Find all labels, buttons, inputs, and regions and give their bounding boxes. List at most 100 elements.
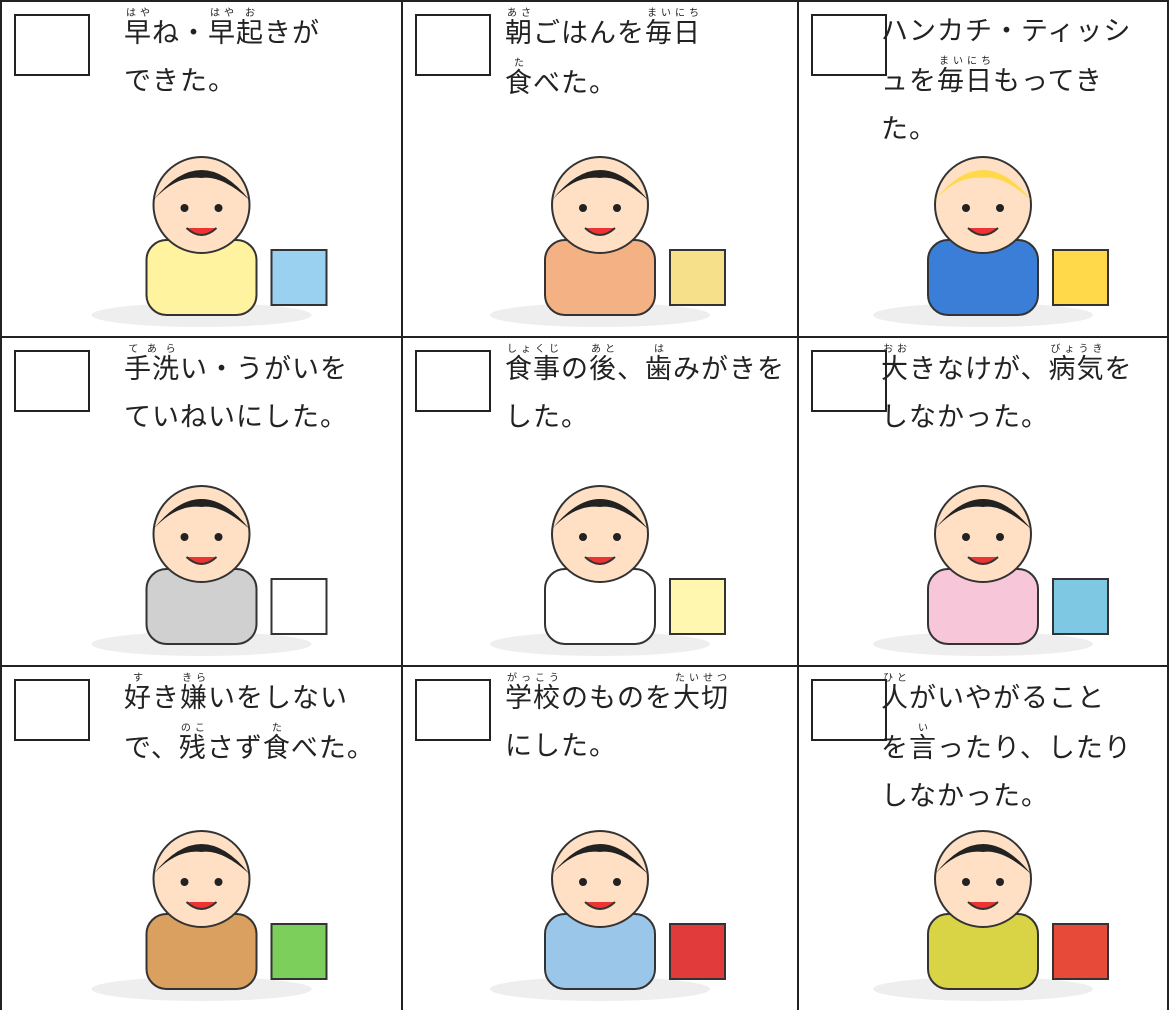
ruby-text: 後あと: [589, 344, 617, 385]
checkbox[interactable]: [415, 14, 491, 76]
kanji: 学校: [505, 683, 561, 714]
ruby-text: 食事しょくじ: [505, 344, 561, 385]
text: ハンカチ・ティッシ: [881, 16, 1132, 47]
text-line: 食事しょくじの後あと、歯はみがきを: [505, 344, 791, 394]
text: 、: [617, 354, 645, 385]
illustration-shape: [270, 249, 328, 306]
ruby-text: 人ひと: [881, 673, 909, 714]
illustration-shape: [967, 227, 999, 236]
checkbox[interactable]: [14, 14, 90, 76]
furigana: い: [909, 723, 937, 734]
kanji: 朝: [505, 18, 533, 49]
illustration: [873, 156, 1109, 327]
illustration-shape: [552, 844, 648, 874]
text-line: 大おおきなけが、病気びょうきを: [881, 344, 1161, 394]
illustration: [490, 485, 726, 656]
ruby-text: 病気びょうき: [1048, 344, 1104, 385]
item-text: 学校がっこうのものを大切たいせつ にした。: [505, 673, 791, 771]
checkbox[interactable]: [14, 350, 90, 412]
text: べた。: [533, 68, 617, 99]
item-text: 好すき嫌きらいをしない で、残のこさず食たべた。: [124, 673, 395, 773]
checklist-item: 学校がっこうのものを大切たいせつ にした。: [401, 665, 797, 1010]
furigana: おお: [881, 344, 909, 355]
item-text: 早はやね・早はや起おきが できた。: [124, 8, 395, 106]
text: ね・: [152, 18, 208, 49]
illustration-shape: [214, 533, 223, 541]
checkbox[interactable]: [811, 14, 887, 76]
kanji: 早: [208, 18, 236, 49]
checkbox[interactable]: [811, 350, 887, 412]
illustration-shape: [935, 844, 1031, 874]
illustration-shape: [962, 878, 970, 886]
illustration: [873, 485, 1109, 656]
checklist-item: ハンカチ・ティッシュを毎日まいにちもってきた。: [797, 0, 1169, 336]
checklist-item: 人ひとがいやがること を言いったり、したり しなかった。: [797, 665, 1169, 1010]
text: にした。: [505, 731, 617, 762]
ruby-text: 早はや: [124, 8, 152, 49]
illustration-shape: [579, 533, 587, 541]
text: できた。: [124, 66, 236, 97]
checklist-item: 手洗てあらい・うがいを ていねいにした。: [0, 336, 401, 665]
text: い・うがいを: [180, 354, 348, 385]
furigana: のこ: [178, 723, 207, 734]
illustration-shape: [153, 170, 250, 200]
illustration-shape: [967, 901, 999, 910]
illustration-shape: [962, 533, 970, 541]
illustration: [91, 830, 328, 1001]
checkbox[interactable]: [811, 679, 887, 741]
kanji: 毎日: [937, 66, 993, 97]
checkbox[interactable]: [415, 679, 491, 741]
ruby-text: 大切たいせつ: [673, 673, 729, 714]
illustration-shape: [185, 901, 218, 910]
illustration-shape: [613, 204, 621, 212]
text-line: ていねいにした。: [124, 394, 395, 442]
text: しなかった。: [881, 402, 1049, 433]
furigana: はや: [208, 8, 236, 19]
text-line: 好すき嫌きらいをしない: [124, 673, 395, 723]
illustration-shape: [1052, 923, 1109, 980]
text-line: ハンカチ・ティッシ: [881, 8, 1161, 56]
kanji: 歯: [645, 354, 673, 385]
illustration-shape: [1052, 249, 1109, 306]
text-line: 朝あさごはんを毎日まいにち: [505, 8, 791, 58]
illustration-shape: [552, 499, 648, 529]
text-line: にした。: [505, 723, 791, 771]
checkbox[interactable]: [415, 350, 491, 412]
text: た。: [881, 114, 937, 145]
text-line: で、残のこさず食たべた。: [124, 723, 395, 773]
checklist-item: 早はやね・早はや起おきが できた。: [0, 0, 401, 336]
text: を: [881, 733, 909, 764]
kanji: 人: [881, 683, 909, 714]
ruby-text: 毎日まいにち: [645, 8, 701, 49]
checklist-item: 食事しょくじの後あと、歯はみがきをした。: [401, 336, 797, 665]
illustration-shape: [180, 533, 189, 541]
furigana: はや: [124, 8, 152, 19]
text-line: を言いったり、したり: [881, 723, 1161, 773]
illustration-shape: [180, 204, 189, 212]
kanji: 大切: [673, 683, 729, 714]
illustration-shape: [153, 499, 250, 529]
text: しなかった。: [881, 781, 1049, 812]
kanji: 毎日: [645, 18, 701, 49]
text: ュを: [881, 66, 937, 97]
text-line: た。: [881, 106, 1161, 154]
illustration-shape: [669, 249, 726, 306]
text: き: [152, 683, 180, 714]
ruby-text: 言い: [909, 723, 937, 764]
text: した。: [505, 402, 589, 433]
furigana: しょくじ: [505, 344, 561, 355]
furigana: た: [505, 58, 533, 69]
text-line: ュを毎日まいにちもってき: [881, 56, 1161, 106]
furigana: てあら: [124, 344, 180, 355]
illustration-shape: [185, 227, 218, 236]
ruby-text: 大おお: [881, 344, 909, 385]
illustration-shape: [613, 533, 621, 541]
illustration-shape: [584, 556, 616, 565]
ruby-text: 歯は: [645, 344, 673, 385]
checkbox[interactable]: [14, 679, 90, 741]
illustration-shape: [967, 556, 999, 565]
furigana: た: [262, 723, 291, 734]
kanji: 食: [505, 68, 533, 99]
